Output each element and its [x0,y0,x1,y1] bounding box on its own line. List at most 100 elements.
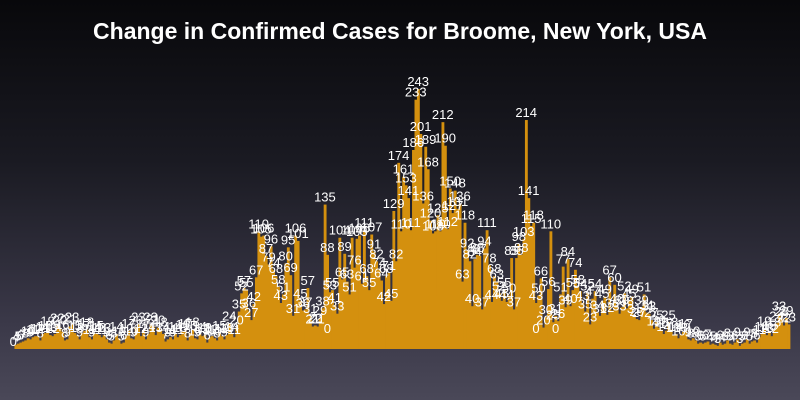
bar [510,258,514,349]
data-labels: 0456781091112128141519131214222016892123… [10,74,796,349]
bar [706,341,710,349]
bar [610,310,614,349]
data-label: 55 [362,275,376,290]
bar [247,310,251,349]
bar [16,343,20,349]
bar [785,317,788,349]
bar [65,339,69,349]
data-label: 12 [119,321,133,336]
data-label: 6 [716,328,723,343]
bar [43,332,47,349]
data-label: 13 [97,320,111,335]
bar [618,313,622,349]
data-label: 31 [286,301,300,316]
data-label: 9 [142,324,149,339]
data-label: 52 [617,278,631,293]
bar [267,264,271,349]
bar [750,341,754,349]
bar [704,342,707,349]
data-label: 53 [323,277,337,292]
bar [419,133,423,349]
data-label: 4 [729,330,736,345]
bar [338,237,342,349]
data-label: 50 [531,281,545,296]
data-label: 84 [467,244,481,259]
data-label: 13 [220,320,234,335]
data-label: 127 [442,198,464,213]
data-label: 25 [661,307,675,322]
data-label: 47 [585,284,599,299]
data-label: 6 [753,328,760,343]
data-label: 141 [398,183,420,198]
bar [728,343,732,349]
bar [468,261,472,349]
data-label: 51 [276,279,290,294]
data-label: 40 [465,291,479,306]
bar [605,314,609,349]
bar [620,307,624,349]
data-label: 77 [556,252,570,267]
bar [694,340,698,349]
bar [348,294,352,349]
bar [237,311,241,349]
data-label: 33 [612,299,626,314]
data-label: 54 [588,276,602,291]
bar [623,293,626,349]
bar [485,230,489,349]
bar [426,169,430,349]
bar [635,319,639,349]
bar [544,316,548,349]
bar [755,342,759,349]
data-label: 44 [485,287,499,302]
bar [753,340,757,349]
bar [770,336,774,349]
data-label: 6 [105,328,112,343]
data-label: 5 [709,329,716,344]
bar [537,295,541,349]
data-label: 45 [384,286,398,301]
data-label: 45 [494,286,508,301]
data-label: 23 [143,309,157,324]
data-label: 42 [377,289,391,304]
data-label: 36 [296,295,310,310]
data-label: 28 [774,304,788,319]
bar [561,266,565,349]
data-label: 10 [671,323,685,338]
bar [277,286,280,349]
bar [105,339,109,349]
data-label: 243 [407,74,429,89]
bar [203,335,207,349]
bar [264,255,268,349]
data-label: 18 [767,315,781,330]
data-label: 36 [605,295,619,310]
data-label: 135 [314,190,336,205]
data-label: 63 [489,267,503,282]
bar [142,330,145,349]
bar [279,302,283,349]
bar [127,330,131,349]
bar [566,259,570,349]
bar [738,345,742,349]
bar [463,222,467,349]
data-label: 51 [553,279,567,294]
data-label: 107 [361,220,383,235]
bar [313,325,317,349]
data-label: 16 [55,317,69,332]
data-label: 22 [50,310,64,325]
data-label: 10 [207,323,221,338]
data-label: 37 [475,294,489,309]
data-label: 44 [499,287,513,302]
data-label: 9 [221,324,228,339]
bar [355,238,359,349]
bar [407,198,410,349]
data-label: 9 [194,324,201,339]
data-label: 118 [454,208,475,223]
bar [139,336,143,349]
bar [689,340,693,349]
bar [574,269,577,349]
data-label: 88 [320,240,334,255]
bar [137,324,141,349]
bar [63,340,67,349]
data-label: 23 [131,309,145,324]
